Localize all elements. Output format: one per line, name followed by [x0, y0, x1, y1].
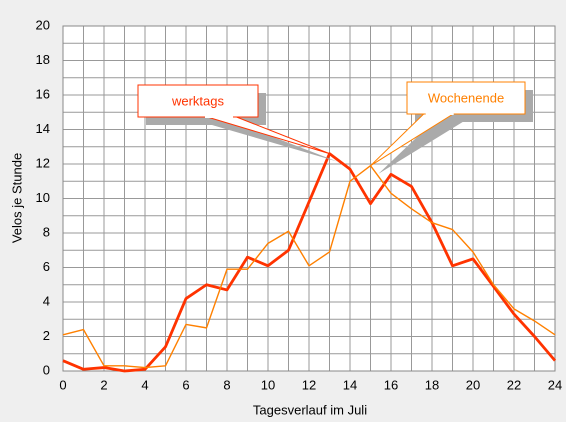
y-tick-label: 10 — [36, 190, 50, 205]
x-tick-label: 12 — [302, 377, 316, 392]
y-tick-label: 8 — [43, 224, 50, 239]
x-tick-label: 20 — [466, 377, 480, 392]
x-tick-label: 4 — [141, 377, 148, 392]
legend-label: Wochenende — [428, 90, 504, 105]
x-tick-label: 18 — [425, 377, 439, 392]
y-tick-label: 12 — [36, 155, 50, 170]
line-series — [62, 152, 557, 373]
callout-box — [137, 84, 259, 118]
line-series — [62, 165, 556, 369]
x-axis-label: Tagesverlauf im Juli — [253, 402, 367, 417]
x-tick-label: 24 — [548, 377, 562, 392]
y-axis-label: Velos je Stunde — [9, 153, 24, 243]
x-tick-label: 2 — [100, 377, 107, 392]
x-tick-label: 0 — [59, 377, 66, 392]
y-tick-label: 4 — [43, 293, 50, 308]
y-tick-label: 2 — [43, 328, 50, 343]
x-tick-label: 16 — [384, 377, 398, 392]
y-tick-label: 0 — [43, 362, 50, 377]
plot-border — [62, 25, 556, 372]
x-tick-label: 22 — [507, 377, 521, 392]
callout-box — [406, 81, 526, 115]
x-tick-label: 6 — [182, 377, 189, 392]
callout-shadow — [378, 122, 463, 174]
y-tick-label: 6 — [43, 259, 50, 274]
legend-label: werktags — [171, 93, 225, 108]
y-tick-label: 20 — [36, 17, 50, 32]
x-tick-label: 10 — [261, 377, 275, 392]
y-tick-label: 14 — [36, 121, 50, 136]
x-tick-label: 14 — [343, 377, 357, 392]
callout-shadow — [212, 125, 338, 162]
y-tick-label: 18 — [36, 52, 50, 67]
y-tick-label: 16 — [36, 86, 50, 101]
x-tick-label: 8 — [223, 377, 230, 392]
